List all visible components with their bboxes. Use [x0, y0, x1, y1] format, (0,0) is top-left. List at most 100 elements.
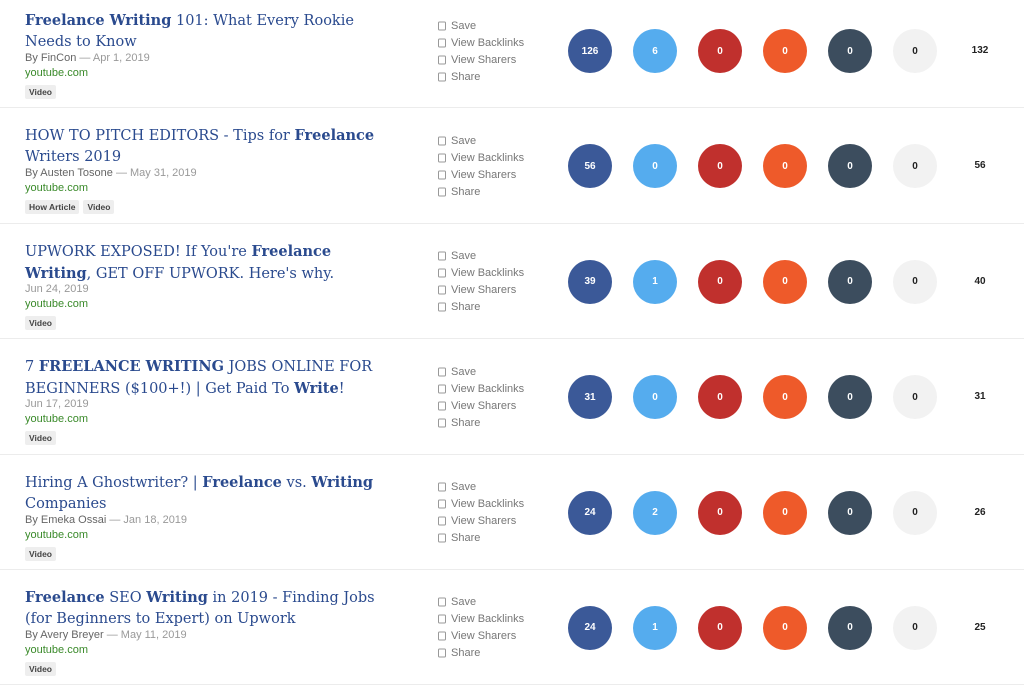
action-label[interactable]: Share [451, 301, 481, 314]
action-link[interactable]: Save [437, 594, 524, 611]
action-label[interactable]: Save [451, 481, 477, 494]
title-segment[interactable]: Write [294, 380, 339, 398]
action-link[interactable]: View Sharers [437, 628, 524, 645]
action-link[interactable]: Save [437, 17, 524, 34]
byline: Jun 17, 2019 [25, 398, 89, 410]
action-label[interactable]: Share [451, 70, 481, 83]
action-label[interactable]: Share [451, 185, 481, 198]
share-count: 0 [763, 490, 807, 535]
title-segment[interactable]: JOBS ONLINE FOR BEGINNERS ($100+!) | Get… [25, 359, 373, 398]
action-label[interactable]: View Sharers [451, 399, 517, 412]
title-segment[interactable]: 101: What Every Rookie Needs to Know [25, 13, 354, 50]
result-title[interactable]: Freelance SEO Writing in 2019 - Finding … [25, 587, 400, 630]
domain[interactable]: youtube.com [25, 528, 88, 541]
byline: By Austen Tosone — May 31, 2019 [25, 167, 197, 179]
result-row: HOW TO PITCH EDITORS - Tips for Freelanc… [0, 108, 1024, 224]
action-link[interactable]: Share [437, 183, 524, 200]
share-count: 1 [633, 605, 677, 650]
action-label[interactable]: View Backlinks [451, 498, 525, 511]
action-icon [438, 187, 446, 197]
action-link[interactable]: View Backlinks [437, 149, 524, 166]
title-segment[interactable]: Writing [146, 588, 208, 606]
result-title[interactable]: UPWORK EXPOSED! If You're Freelance Writ… [25, 241, 400, 285]
action-link[interactable]: View Backlinks [437, 265, 524, 282]
action-label[interactable]: View Backlinks [451, 151, 525, 164]
result-row: UPWORK EXPOSED! If You're Freelance Writ… [0, 224, 1024, 340]
title-segment[interactable]: in 2019 - Finding Jobs (for Beginners to… [25, 589, 375, 627]
domain[interactable]: youtube.com [25, 297, 88, 310]
action-link[interactable]: Share [437, 414, 524, 431]
tags: Video [25, 431, 56, 446]
result-title[interactable]: HOW TO PITCH EDITORS - Tips for Freelanc… [25, 125, 400, 168]
action-label[interactable]: View Sharers [451, 168, 517, 181]
share-count: 0 [763, 259, 807, 304]
title-segment[interactable]: Writing [311, 473, 374, 491]
action-label[interactable]: View Backlinks [451, 613, 525, 626]
action-label[interactable]: Share [451, 647, 481, 660]
title-segment[interactable]: Freelance Writing [25, 12, 172, 29]
action-link[interactable]: Share [437, 299, 524, 316]
title-segment[interactable]: HOW TO PITCH EDITORS - Tips for [25, 128, 295, 145]
action-link[interactable]: View Backlinks [437, 34, 524, 51]
action-link[interactable]: View Sharers [437, 51, 524, 68]
domain[interactable]: youtube.com [25, 182, 88, 195]
date: — May 31, 2019 [115, 167, 197, 180]
result-title[interactable]: 7 FREELANCE WRITING JOBS ONLINE FOR BEGI… [25, 356, 400, 400]
title-segment[interactable]: Hiring A Ghostwriter? | [25, 474, 203, 491]
action-link[interactable]: Save [437, 248, 524, 265]
action-link[interactable]: Save [437, 132, 524, 149]
action-label[interactable]: Share [451, 416, 481, 429]
action-label[interactable]: View Sharers [451, 53, 517, 66]
title-segment[interactable]: Freelance [202, 473, 282, 491]
domain[interactable]: youtube.com [25, 413, 88, 426]
share-count: 0 [893, 29, 937, 73]
action-link[interactable]: View Backlinks [437, 380, 524, 397]
title-segment[interactable]: Companies [25, 495, 107, 512]
action-label[interactable]: View Sharers [451, 630, 517, 643]
title-segment[interactable]: SEO [104, 589, 147, 606]
domain[interactable]: youtube.com [25, 67, 88, 79]
action-label[interactable]: Save [451, 134, 477, 147]
action-link[interactable]: View Sharers [437, 166, 524, 183]
share-count: 0 [828, 29, 872, 73]
action-label[interactable]: View Backlinks [451, 267, 525, 280]
title-segment[interactable]: Freelance [25, 588, 105, 606]
title-segment[interactable]: ! [338, 381, 345, 398]
action-link[interactable]: View Sharers [437, 397, 524, 414]
action-link[interactable]: View Backlinks [437, 611, 524, 628]
title-segment[interactable]: UPWORK EXPOSED! If You're [25, 243, 252, 260]
author: By Avery Breyer [25, 628, 104, 641]
action-link[interactable]: View Backlinks [437, 496, 524, 513]
domain[interactable]: youtube.com [25, 643, 88, 656]
title-segment[interactable]: 7 [25, 359, 39, 376]
action-link[interactable]: Save [437, 479, 524, 496]
action-link[interactable]: Share [437, 68, 524, 85]
share-count: 0 [698, 490, 742, 535]
title-segment[interactable]: FREELANCE WRITING [38, 358, 224, 376]
title-segment[interactable]: vs. [281, 474, 312, 491]
action-label[interactable]: Share [451, 532, 481, 545]
action-link[interactable]: Save [437, 363, 524, 380]
action-label[interactable]: Save [451, 250, 477, 263]
action-link[interactable]: Share [437, 530, 524, 547]
title-segment[interactable]: Freelance Writing [25, 242, 332, 282]
actions: Save View Backlinks View Sharers Share [437, 594, 524, 662]
action-icon [438, 153, 446, 163]
action-label[interactable]: View Sharers [451, 284, 517, 297]
action-label[interactable]: View Sharers [451, 515, 517, 528]
action-label[interactable]: View Backlinks [451, 36, 525, 49]
action-link[interactable]: Share [437, 645, 524, 662]
action-label[interactable]: Save [451, 596, 477, 609]
title-segment[interactable]: , GET OFF UPWORK. Here's why. [86, 265, 335, 282]
result-title[interactable]: Freelance Writing 101: What Every Rookie… [25, 10, 400, 53]
action-label[interactable]: View Backlinks [451, 382, 525, 395]
action-label[interactable]: Save [451, 19, 477, 32]
title-segment[interactable]: Writers 2019 [25, 149, 122, 166]
action-label[interactable]: Save [451, 365, 477, 378]
action-link[interactable]: View Sharers [437, 282, 524, 299]
result-title[interactable]: Hiring A Ghostwriter? | Freelance vs. Wr… [25, 472, 400, 515]
action-link[interactable]: View Sharers [437, 513, 524, 530]
share-count: 2 [633, 490, 677, 535]
title-segment[interactable]: Freelance [294, 127, 375, 145]
